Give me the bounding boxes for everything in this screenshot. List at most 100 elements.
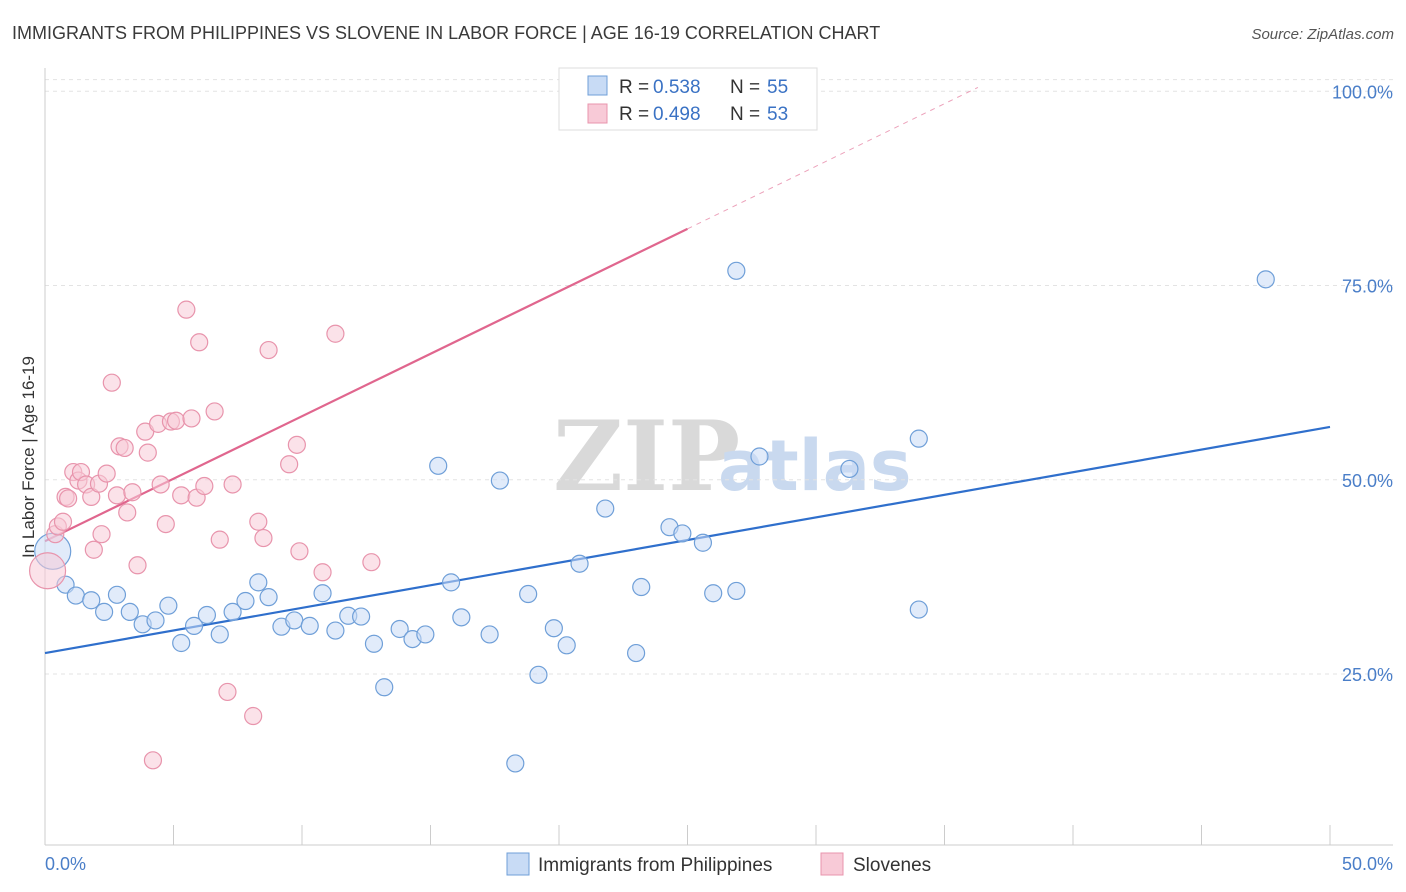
point-philippines-4: [95, 602, 114, 622]
point-philippines-54: [1256, 270, 1275, 289]
gridlines: [45, 79, 1393, 675]
y-tick-label-75: 75.0%: [1342, 277, 1393, 297]
point-slovenes-47: [313, 563, 332, 582]
point-philippines-2: [66, 586, 85, 605]
point-slovenes-37: [210, 530, 229, 549]
point-philippines-3: [82, 591, 101, 610]
point-philippines-51: [840, 459, 859, 479]
point-philippines-24: [352, 607, 371, 626]
point-slovenes-49: [362, 553, 381, 572]
point-philippines-11: [184, 616, 204, 635]
point-philippines-49: [727, 261, 746, 280]
point-philippines-16: [249, 573, 268, 592]
point-philippines-27: [390, 619, 409, 639]
point-slovenes-45: [287, 435, 306, 454]
y-tick-label-100: 100.0%: [1332, 82, 1393, 102]
point-slovenes-18: [115, 438, 134, 458]
point-slovenes-38: [218, 682, 237, 702]
point-slovenes-30: [172, 486, 191, 505]
point-philippines-45: [673, 524, 692, 543]
point-slovenes-43: [259, 340, 278, 360]
point-slovenes-23: [138, 443, 157, 462]
point-slovenes-13: [92, 525, 111, 544]
y-tick-label-25: 25.0%: [1342, 665, 1393, 685]
series-legend-swatch-slovenes: [820, 852, 844, 876]
chart-source: Source: ZipAtlas.com: [1251, 26, 1394, 43]
series-legend-swatch-philippines: [506, 852, 530, 876]
point-philippines-42: [626, 643, 646, 663]
point-slovenes-19: [118, 503, 137, 522]
legend-n-value-philippines: 55: [767, 77, 788, 98]
point-philippines-52: [909, 429, 928, 448]
point-philippines-19: [285, 611, 304, 630]
point-philippines-29: [416, 625, 435, 644]
point-philippines-32: [452, 608, 471, 627]
legend-n-value-slovenes: 53: [767, 104, 788, 125]
point-philippines-50: [750, 447, 769, 466]
point-slovenes-5: [59, 489, 78, 508]
point-philippines-43: [632, 577, 651, 597]
point-philippines-22: [326, 621, 345, 640]
point-philippines-14: [223, 602, 242, 622]
legend-r-label-philippines: R =: [619, 77, 649, 98]
point-slovenes-31: [177, 300, 196, 319]
x-tick-marks: [44, 825, 1331, 845]
x-tick-label-min: 0.0%: [45, 854, 86, 874]
point-slovenes-20: [123, 483, 142, 502]
point-philippines-48: [727, 581, 746, 601]
y-tick-labels: 25.0% 50.0% 75.0% 100.0%: [1332, 82, 1393, 685]
point-slovenes-48: [326, 324, 345, 343]
point-philippines-47: [704, 584, 723, 603]
point-philippines-10: [172, 633, 191, 653]
watermark: ZIP atlas: [553, 400, 912, 513]
point-philippines-25: [364, 634, 384, 653]
point-slovenes-11: [84, 540, 103, 559]
x-tick-label-max: 50.0%: [1342, 854, 1393, 874]
legend-swatch-philippines: [587, 75, 608, 96]
point-slovenes-42: [254, 528, 273, 548]
watermark-zip: ZIP: [553, 400, 740, 513]
trend-line-extension-1: [687, 86, 979, 230]
point-slovenes-39: [223, 475, 242, 494]
point-philippines-31: [441, 573, 461, 592]
point-slovenes-29: [166, 411, 186, 430]
point-slovenes-44: [280, 455, 299, 474]
point-slovenes-16: [107, 486, 127, 505]
point-philippines-20: [300, 616, 319, 635]
legend-r-label-slovenes: R =: [619, 104, 649, 125]
point-philippines-34: [490, 471, 509, 490]
point-slovenes-15: [102, 373, 121, 392]
series-legend: Immigrants from Philippines Slovenes: [506, 852, 931, 876]
legend-n-label-philippines: N =: [730, 77, 760, 98]
point-slovenes-24: [143, 751, 163, 770]
series-legend-label-philippines: Immigrants from Philippines: [538, 855, 772, 876]
point-slovenes-46: [290, 542, 309, 561]
point-slovenes-34: [190, 333, 209, 352]
point-slovenes-14: [97, 464, 116, 483]
point-philippines-53: [909, 600, 928, 619]
point-slovenes-36: [205, 402, 224, 421]
point-philippines-35: [506, 754, 525, 773]
point-philippines-40: [570, 554, 589, 573]
point-philippines-13: [210, 625, 229, 644]
legend-swatch-slovenes: [587, 103, 608, 124]
point-slovenes-21: [128, 556, 147, 575]
point-slovenes-0: [28, 552, 67, 590]
point-philippines-30: [429, 456, 448, 475]
point-slovenes-27: [156, 514, 175, 534]
series-legend-label-slovenes: Slovenes: [853, 855, 931, 876]
point-philippines-6: [120, 602, 139, 622]
legend-r-value-slovenes: 0.498: [653, 104, 701, 125]
chart-title: IMMIGRANTS FROM PHILIPPINES VS SLOVENE I…: [12, 23, 880, 43]
point-philippines-8: [146, 611, 165, 630]
legend: R = 0.538 N = 55 R = 0.498 N = 53: [558, 67, 818, 131]
trend-line-1: [44, 227, 688, 543]
point-philippines-26: [375, 678, 394, 697]
point-philippines-9: [159, 596, 178, 615]
point-slovenes-35: [195, 476, 214, 496]
point-philippines-5: [107, 585, 127, 604]
legend-r-value-philippines: 0.538: [653, 77, 701, 98]
point-philippines-38: [544, 619, 563, 638]
point-philippines-39: [557, 636, 576, 655]
